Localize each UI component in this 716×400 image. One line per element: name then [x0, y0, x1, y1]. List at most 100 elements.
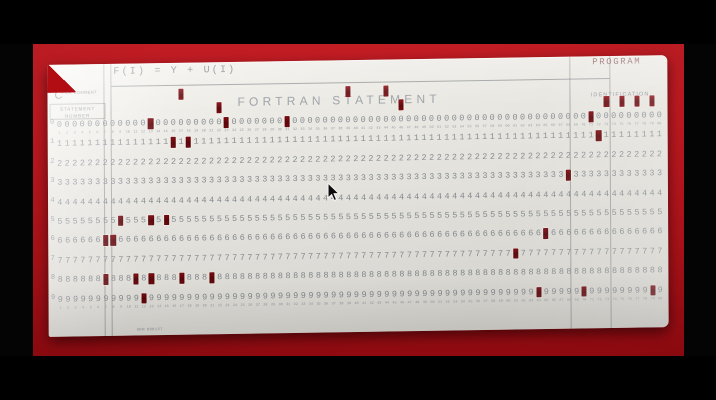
punch-cell[interactable]: 6	[223, 233, 231, 253]
punch-cell[interactable]: 7	[527, 248, 535, 268]
punch-cell[interactable]: 2	[625, 149, 633, 169]
punch-cell[interactable]: 8	[87, 274, 95, 294]
punch-cell[interactable]: 8	[299, 271, 307, 291]
punch-cell[interactable]: 8	[466, 268, 474, 288]
punch-cell[interactable]: 1	[337, 135, 345, 155]
punch-cell[interactable]: 8	[444, 269, 452, 289]
punch-cell[interactable]: 8	[596, 266, 604, 286]
punch-cell[interactable]: 3	[360, 173, 368, 193]
punch-cell[interactable]: 3	[382, 173, 390, 193]
punch-cell[interactable]: 8	[292, 271, 300, 291]
punch-cell[interactable]: 7	[504, 248, 512, 268]
punch-cell[interactable]: 2	[648, 149, 656, 169]
punch-cell[interactable]: 4	[132, 196, 140, 216]
punch-cell[interactable]	[147, 215, 155, 235]
punch-cell[interactable]: 1	[443, 133, 451, 153]
punch-cell[interactable]: 2	[656, 149, 664, 169]
punch-cell[interactable]: 4	[185, 195, 193, 215]
punch-cell[interactable]: 8	[284, 271, 292, 291]
punch-cell[interactable]: 7	[163, 254, 171, 274]
punch-cell[interactable]: 5	[413, 211, 421, 231]
punch-cell[interactable]: 7	[337, 251, 345, 271]
punch-cell[interactable]: 6	[79, 236, 87, 256]
punch-cell[interactable]: 6	[573, 228, 581, 248]
punch-cell[interactable]: 8	[489, 268, 497, 288]
punch-cell[interactable]: 2	[375, 153, 383, 173]
punch-cell[interactable]: 4	[458, 191, 466, 211]
punch-cell[interactable]: 6	[436, 230, 444, 250]
punch-cell[interactable]: 7	[375, 250, 383, 270]
punch-cell[interactable]: 2	[124, 157, 132, 177]
punch-cell[interactable]: 2	[94, 158, 102, 178]
punch-cell[interactable]: 2	[405, 153, 413, 173]
punch-cell[interactable]: 1	[428, 133, 436, 153]
punch-cell[interactable]: 3	[86, 177, 94, 197]
punch-cell[interactable]: 4	[307, 193, 315, 213]
punch-cell[interactable]: 4	[170, 195, 178, 215]
punch-cell[interactable]: 8	[542, 267, 550, 287]
punch-cell[interactable]: 7	[208, 253, 216, 273]
punch-cell[interactable]: 7	[277, 252, 285, 272]
punch-cell[interactable]: 3	[208, 175, 216, 195]
punch-cell[interactable]: 4	[291, 193, 299, 213]
punch-cell[interactable]: 2	[306, 154, 314, 174]
punch-cell[interactable]: 5	[519, 209, 527, 229]
punch-cell[interactable]: 3	[587, 169, 595, 189]
punch-cell[interactable]: 6	[155, 234, 163, 254]
punch-cell[interactable]: 8	[633, 266, 641, 286]
punch-cell[interactable]: 6	[87, 235, 95, 255]
punch-cell[interactable]: 7	[109, 255, 117, 275]
punch-cell[interactable]: 4	[405, 192, 413, 212]
punch-cell[interactable]	[102, 235, 110, 255]
punch-cell[interactable]: 4	[641, 188, 649, 208]
punch-cell[interactable]: 1	[519, 132, 527, 152]
punch-cell[interactable]: 8	[474, 268, 482, 288]
punch-cell[interactable]: 5	[436, 211, 444, 231]
punch-cell[interactable]: 8	[573, 267, 581, 287]
punch-cell[interactable]: 3	[276, 174, 284, 194]
punch-cell[interactable]: 7	[466, 249, 474, 269]
punch-cell[interactable]: 1	[382, 134, 390, 154]
punch-cell[interactable]: 4	[443, 191, 451, 211]
punch-cell[interactable]: 6	[352, 231, 360, 251]
punch-cell[interactable]: 8	[315, 271, 323, 291]
punch-cell[interactable]: 8	[375, 270, 383, 290]
punch-cell[interactable]	[185, 137, 193, 157]
punch-cell[interactable]: 7	[269, 252, 277, 272]
punch-cell[interactable]: 7	[102, 255, 110, 275]
punch-cell[interactable]: 7	[352, 251, 360, 271]
punch-cell[interactable]: 2	[413, 153, 421, 173]
punch-cell[interactable]: 8	[155, 273, 163, 293]
punch-cell[interactable]: 2	[534, 151, 542, 171]
punch-cell[interactable]: 3	[504, 171, 512, 191]
punch-cell[interactable]: 4	[595, 189, 603, 209]
punch-cell[interactable]: 4	[512, 190, 520, 210]
punch-cell[interactable]: 2	[86, 158, 94, 178]
punch-cell[interactable]: 1	[375, 134, 383, 154]
punch-cell[interactable]: 3	[139, 176, 147, 196]
punch-cell[interactable]: 8	[322, 271, 330, 291]
punch-cell[interactable]: 8	[353, 270, 361, 290]
punch-cell[interactable]: 7	[633, 246, 641, 266]
punch-cell[interactable]: 6	[383, 231, 391, 251]
punch-cell[interactable]: 7	[535, 248, 543, 268]
punch-cell[interactable]: 3	[291, 174, 299, 194]
punch-cell[interactable]: 6	[466, 230, 474, 250]
punch-cell[interactable]: 3	[170, 176, 178, 196]
punch-cell[interactable]: 1	[246, 136, 254, 156]
punch-cell[interactable]: 2	[215, 156, 223, 176]
punch-cell[interactable]: 4	[565, 189, 573, 209]
punch-cell[interactable]: 4	[383, 192, 391, 212]
punch-cell[interactable]: 5	[588, 208, 596, 228]
punch-cell[interactable]: 5	[64, 216, 72, 236]
punch-cell[interactable]	[170, 137, 178, 157]
punch-cell[interactable]	[178, 272, 186, 293]
punch-cell[interactable]: 7	[140, 254, 148, 274]
punch-cell[interactable]: 2	[246, 155, 254, 175]
punch-cell[interactable]: 7	[94, 255, 102, 275]
punch-cell[interactable]	[595, 130, 603, 151]
punch-cell[interactable]: 6	[292, 232, 300, 252]
punch-cell[interactable]: 3	[238, 175, 246, 195]
punch-cell[interactable]: 6	[474, 229, 482, 249]
punch-cell[interactable]: 7	[542, 248, 550, 268]
